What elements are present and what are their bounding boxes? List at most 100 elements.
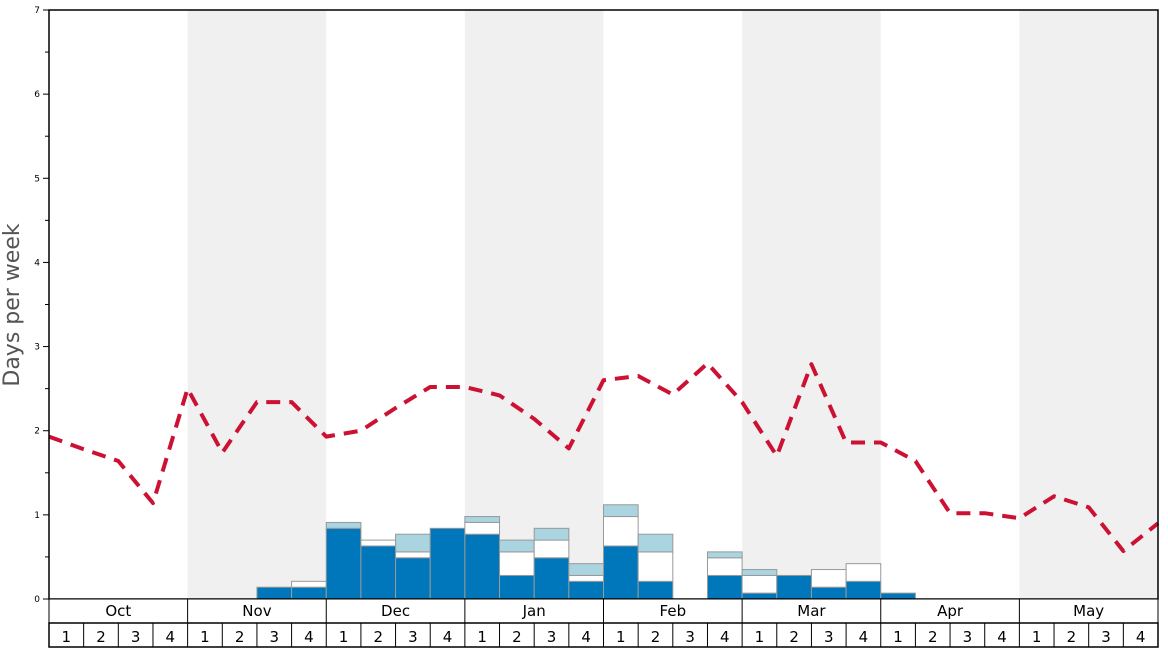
bar-primary-week-17 — [603, 545, 639, 600]
week-label: 1 — [339, 628, 349, 646]
axes: 0 1 2 3 4 5 6 7 Oct Nov Dec Jan Feb Mar Apr May 1 2 3 4 1 2 3 4… — [34, 6, 1159, 648]
bar-primary-week-14 — [499, 574, 535, 600]
month-label: Mar — [797, 602, 826, 620]
month-label: Dec — [381, 602, 410, 620]
bar-primary-week-15 — [533, 557, 570, 600]
month-shade-mar — [742, 10, 881, 599]
month-shade-nov — [187, 10, 327, 599]
week-label: 4 — [304, 628, 314, 646]
bar-secondary-week-15 — [533, 539, 570, 559]
bar-primary-week-10 — [360, 545, 397, 600]
month-label: Nov — [242, 602, 271, 620]
bar-primary-week-8 — [291, 586, 327, 600]
bar-secondary-week-17 — [603, 516, 639, 547]
y-tick-label: 2 — [34, 427, 40, 437]
week-label: 2 — [928, 628, 938, 646]
week-label: 1 — [200, 628, 210, 646]
week-label: 2 — [373, 628, 383, 646]
week-label: 3 — [547, 628, 557, 646]
bar-tertiary-week-20 — [706, 551, 743, 559]
bar-tertiary-week-21 — [741, 569, 778, 576]
week-label: 1 — [62, 628, 72, 646]
week-label: 1 — [477, 628, 487, 646]
y-tick-label: 7 — [34, 6, 40, 16]
bar-secondary-week-13 — [464, 521, 501, 535]
bar-secondary-week-21 — [741, 574, 778, 594]
bars — [256, 504, 916, 600]
month-shade-may — [1019, 10, 1158, 599]
week-label: 1 — [1032, 628, 1042, 646]
week-label: 2 — [512, 628, 522, 646]
trend-line — [48, 361, 1160, 553]
week-label: 1 — [893, 628, 903, 646]
bar-secondary-week-24 — [845, 563, 882, 582]
week-label: 2 — [96, 628, 106, 646]
bar-tertiary-week-17 — [603, 504, 639, 518]
month-label: Apr — [937, 602, 964, 620]
month-label: Feb — [660, 602, 687, 620]
month-label: May — [1073, 602, 1104, 620]
week-label: 4 — [720, 628, 730, 646]
week-label: 4 — [1136, 628, 1146, 646]
bar-primary-week-18 — [637, 580, 674, 600]
bar-primary-week-23 — [810, 586, 847, 600]
y-tick-label: 3 — [34, 343, 40, 353]
bar-primary-week-13 — [464, 533, 501, 600]
week-label: 4 — [166, 628, 176, 646]
week-label: 2 — [1067, 628, 1077, 646]
month-shade-jan — [464, 10, 604, 599]
y-tick-label: 6 — [34, 90, 40, 100]
bar-tertiary-week-16 — [568, 563, 604, 576]
week-label: 2 — [789, 628, 799, 646]
bar-secondary-week-23 — [810, 569, 847, 588]
bar-secondary-week-18 — [637, 551, 674, 582]
bar-primary-week-9 — [325, 527, 362, 600]
week-label: 4 — [859, 628, 869, 646]
line-series — [48, 361, 1160, 553]
month-shading — [187, 10, 1158, 599]
week-label: 4 — [443, 628, 453, 646]
bar-secondary-week-14 — [499, 551, 535, 576]
week-label: 1 — [755, 628, 765, 646]
y-tick-label: 5 — [34, 174, 40, 184]
week-label: 2 — [651, 628, 661, 646]
week-label: 3 — [1101, 628, 1111, 646]
week-label: 3 — [963, 628, 973, 646]
bar-secondary-week-20 — [706, 557, 743, 576]
bar-tertiary-week-14 — [499, 539, 535, 553]
bar-secondary-week-8 — [291, 580, 327, 588]
bar-primary-week-22 — [776, 574, 812, 600]
week-label: 2 — [235, 628, 245, 646]
week-label: 3 — [824, 628, 834, 646]
bar-secondary-week-10 — [360, 539, 397, 547]
bar-primary-week-25 — [880, 592, 916, 600]
bar-tertiary-week-9 — [325, 521, 362, 529]
y-tick-label: 1 — [34, 511, 40, 521]
bar-tertiary-week-11 — [395, 533, 431, 553]
week-label: 3 — [269, 628, 279, 646]
bar-primary-week-21 — [741, 592, 778, 600]
bar-primary-week-11 — [395, 557, 431, 600]
bar-primary-week-20 — [706, 574, 743, 600]
bar-tertiary-week-18 — [637, 533, 674, 553]
week-label: 3 — [685, 628, 695, 646]
week-label: 4 — [997, 628, 1007, 646]
week-label: 3 — [131, 628, 141, 646]
bar-secondary-week-11 — [395, 551, 431, 559]
bar-primary-week-24 — [845, 580, 882, 600]
y-axis-label: Days per week — [0, 223, 25, 386]
bar-primary-week-16 — [568, 580, 604, 600]
week-label: 3 — [408, 628, 418, 646]
bar-primary-week-12 — [429, 527, 466, 600]
bar-primary-week-7 — [256, 586, 293, 600]
y-tick-label: 0 — [34, 595, 40, 605]
bar-tertiary-week-13 — [464, 516, 501, 523]
week-label: 4 — [581, 628, 591, 646]
y-tick-label: 4 — [34, 258, 40, 268]
month-label: Oct — [105, 602, 131, 620]
bar-tertiary-week-15 — [533, 527, 570, 541]
bar-secondary-week-16 — [568, 574, 604, 582]
month-label: Jan — [522, 602, 546, 620]
week-label: 1 — [616, 628, 626, 646]
